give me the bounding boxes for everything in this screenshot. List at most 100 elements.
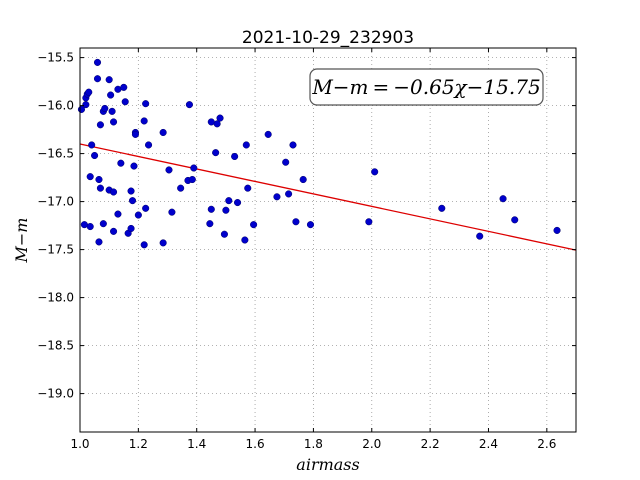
- data-point: [114, 210, 122, 218]
- x-tick-label: 1.0: [70, 437, 89, 451]
- data-point: [273, 193, 281, 201]
- x-tick-label: 2.0: [362, 437, 381, 451]
- data-point: [234, 199, 242, 207]
- data-point: [292, 218, 300, 226]
- data-point: [99, 220, 107, 228]
- data-point: [95, 238, 103, 246]
- y-tick-label: −16.5: [37, 147, 74, 161]
- data-point: [216, 114, 224, 122]
- data-point: [85, 88, 93, 96]
- data-point: [127, 224, 135, 233]
- data-point: [511, 216, 519, 224]
- data-point: [212, 149, 220, 157]
- data-point: [242, 141, 250, 149]
- data-point: [117, 159, 125, 167]
- data-point: [207, 205, 215, 213]
- y-tick-label: −17.0: [37, 195, 74, 209]
- y-tick-label: −15.5: [37, 51, 74, 65]
- y-axis-label: M−m: [12, 218, 31, 264]
- y-tick-label: −17.5: [37, 243, 74, 257]
- plot-frame: [79, 47, 577, 433]
- data-point: [250, 221, 258, 229]
- data-point: [86, 173, 94, 181]
- data-point: [289, 141, 297, 149]
- data-point: [96, 121, 104, 129]
- chart-title: 2021-10-29_232903: [242, 28, 414, 48]
- data-point: [206, 220, 214, 228]
- y-tick-label: −18.5: [37, 339, 74, 353]
- data-point: [177, 184, 185, 192]
- data-point: [93, 58, 102, 66]
- x-tick-label: 2.6: [537, 437, 556, 451]
- data-point: [225, 197, 233, 205]
- data-point: [220, 230, 228, 238]
- data-point: [244, 184, 252, 192]
- fit-line: [79, 143, 577, 251]
- data-point: [127, 187, 135, 195]
- fit-equation-label: M−m = −0.65χ−15.75: [311, 75, 540, 99]
- data-point: [438, 204, 446, 212]
- data-point: [168, 208, 176, 216]
- data-point: [101, 104, 109, 113]
- data-point: [476, 232, 484, 240]
- data-point: [130, 162, 138, 170]
- data-point: [110, 118, 118, 126]
- x-tick-label: 1.8: [304, 437, 323, 451]
- data-point: [86, 223, 94, 231]
- x-tick-label: 1.4: [187, 437, 206, 451]
- data-points: [77, 58, 561, 249]
- fit-line-group: [79, 143, 577, 251]
- data-point: [82, 101, 90, 109]
- data-point: [159, 239, 167, 247]
- data-point: [110, 227, 118, 235]
- x-tick-labels: 1.0 1.2 1.4 1.6 1.8 2.0 2.2 2.4 2.6: [70, 437, 556, 451]
- data-point: [241, 236, 249, 244]
- data-point: [121, 98, 129, 106]
- data-point: [140, 117, 148, 125]
- data-point: [142, 100, 150, 108]
- data-point: [131, 130, 139, 138]
- data-point: [134, 211, 142, 219]
- data-point: [553, 226, 561, 234]
- data-point: [285, 190, 293, 198]
- x-tick-label: 2.2: [421, 437, 440, 451]
- x-axis-label: airmass: [296, 455, 359, 474]
- x-tick-label: 1.6: [246, 437, 265, 451]
- data-point: [128, 197, 137, 205]
- data-point: [264, 130, 272, 138]
- data-point: [88, 141, 96, 149]
- y-tick-label: −16.0: [37, 99, 74, 113]
- data-point: [299, 175, 307, 184]
- data-point: [159, 128, 167, 137]
- y-tick-label: −18.0: [37, 291, 74, 305]
- y-tick-labels: −15.5 −16.0 −16.5 −17.0 −17.5 −18.0 −18.5 −19.0: [37, 51, 74, 401]
- data-point: [165, 166, 173, 174]
- data-point: [185, 101, 193, 109]
- data-point: [107, 91, 115, 99]
- data-point: [96, 184, 104, 192]
- data-point: [145, 141, 153, 149]
- data-point: [213, 120, 221, 128]
- data-point: [365, 218, 373, 226]
- data-point: [93, 75, 102, 83]
- data-point: [140, 241, 148, 249]
- data-point: [231, 152, 239, 161]
- x-tick-label: 2.4: [479, 437, 498, 451]
- data-point: [188, 175, 196, 184]
- data-point: [222, 206, 230, 214]
- axis-ticks: [79, 48, 576, 432]
- data-point: [108, 107, 116, 115]
- data-point: [95, 175, 103, 184]
- data-point: [306, 221, 315, 229]
- x-tick-label: 1.2: [129, 437, 148, 451]
- data-point: [142, 204, 150, 212]
- data-point: [105, 76, 113, 84]
- data-point: [190, 164, 198, 172]
- annotation-box: M−m = −0.65χ−15.75: [309, 68, 544, 106]
- data-point: [499, 195, 507, 203]
- data-point: [371, 168, 379, 176]
- data-point: [282, 158, 290, 166]
- data-point: [91, 151, 99, 160]
- data-point: [110, 188, 118, 196]
